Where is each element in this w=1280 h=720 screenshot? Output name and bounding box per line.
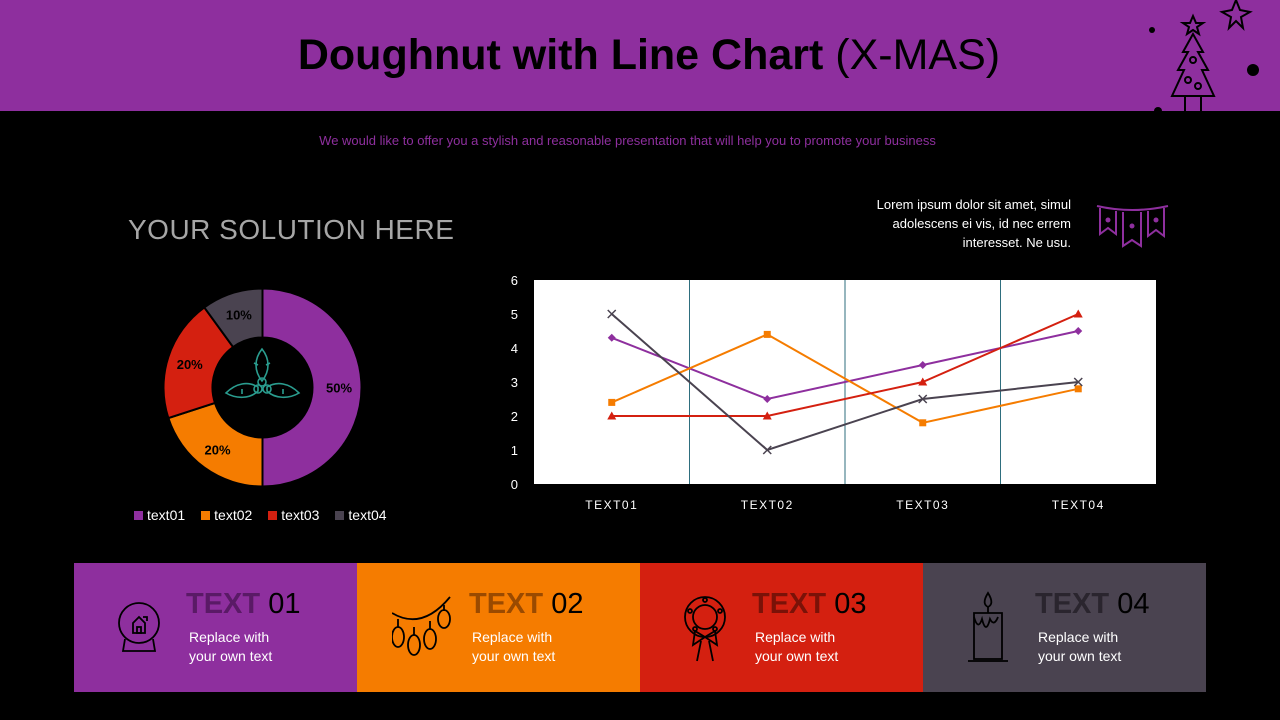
series-point [1073,309,1083,318]
series-point [919,419,927,427]
doughnut-chart: 50% 20% 20% 10% [162,287,363,488]
card-text-line2: your own text [472,648,556,664]
card-title: TEXT 04 [1035,587,1149,621]
legend-label: text01 [147,507,186,523]
series-point [1074,385,1082,393]
series-point [607,309,617,319]
title-light: (X-MAS) [835,31,1001,79]
page-title: Doughnut with Line Chart (X-MAS) [0,29,1280,81]
card-text: Replace with your own text [755,628,885,666]
series-point [608,398,616,406]
card-title-word: TEXT [469,588,544,620]
card-text-line2: your own text [189,648,273,664]
series-point [1073,377,1083,387]
doughnut-slice-text01 [261,287,363,488]
card-title: TEXT 01 [186,587,300,621]
legend-item-text01: text01 [134,507,185,523]
header-bar: Doughnut with Line Chart (X-MAS) [0,0,1280,111]
card-title-number: 01 [268,588,301,620]
card-title: TEXT 02 [469,587,583,621]
y-tick-label: 5 [511,307,518,322]
y-tick-label: 6 [511,273,518,288]
solution-title: YOUR SOLUTION HERE [128,214,455,245]
card-text-line2: your own text [1038,648,1122,664]
y-tick-label: 4 [511,341,518,356]
doughnut-slice-text03 [162,306,235,420]
card-text-line2: your own text [755,648,839,664]
card-row: TEXT 01 Replace with your own text TEXT 02 R… [74,563,1206,692]
card-text-line1: Replace with [472,629,553,645]
series-point [918,361,927,369]
card-title-number: 02 [551,588,584,620]
christmas-tree-icon [1149,0,1259,111]
series-point [607,333,616,342]
legend-swatch [335,510,345,520]
series-line-3 [611,313,1079,417]
bunting-icon [1096,205,1169,248]
x-tick-label: TEXT03 [896,498,949,512]
card-text-line1: Replace with [1038,629,1119,645]
series-point [762,445,772,455]
title-bold: Doughnut with Line Chart [297,31,824,79]
legend-label: text03 [281,507,320,523]
card-title-number: 04 [1117,588,1150,620]
card-text-line1: Replace with [189,629,270,645]
line-chart: 0 1 2 3 4 5 6 TEXT01 TEXT02 TEXT03 TEXT04 [511,273,1156,512]
card-title: TEXT 03 [752,587,866,621]
holly-icon [224,347,301,399]
series-point [918,394,928,404]
series-point [918,377,928,386]
series-line-2 [611,333,1079,424]
legend-item-text04: text04 [335,507,387,523]
x-tick-label: TEXT02 [741,498,794,512]
legend-swatch [201,510,211,520]
lorem-text: Lorem ipsum dolor sit amet, simul adoles… [876,197,1071,250]
card-3: TEXT 03 Replace with your own text [640,563,923,692]
legend-swatch [268,510,278,520]
subtitle: We would like to offer you a stylish and… [319,133,936,148]
legend-label: text04 [348,507,387,523]
legend-item-text02: text02 [201,507,252,523]
doughnut-label-text01: 50% [326,381,352,396]
x-tick-label: TEXT01 [585,498,638,512]
doughnut-label-text02: 20% [205,442,231,457]
doughnut-slice-text04 [202,287,264,349]
legend-label: text02 [214,507,253,523]
card-title-word: TEXT [752,588,827,620]
lights-string-icon [392,596,451,656]
doughnut-legend: text01 text02 text03 text04 [134,507,387,523]
card-title-word: TEXT [1035,588,1110,620]
y-tick-label: 3 [511,375,518,390]
series-point [763,395,772,403]
doughnut-slice-text02 [167,401,264,488]
legend-swatch [134,510,143,520]
series-point [607,411,617,420]
card-4: TEXT 04 Replace with your own text [923,563,1206,692]
y-tick-label: 1 [511,443,518,458]
snow-globe-icon [118,602,160,652]
y-tick-label: 2 [511,409,518,424]
card-text-line1: Replace with [755,629,836,645]
series-point [1074,327,1083,335]
card-text: Replace with your own text [1038,628,1168,666]
y-tick-label: 0 [511,477,518,492]
card-text: Replace with your own text [189,628,319,666]
card-2: TEXT 02 Replace with your own text [357,563,640,692]
candle-icon [968,591,1008,662]
doughnut-label-text03: 20% [177,357,203,372]
series-point [763,330,771,338]
wreath-icon [684,596,726,662]
card-1: TEXT 01 Replace with your own text [74,563,357,692]
series-point [762,411,772,420]
doughnut-label-text04: 10% [226,308,252,323]
legend-item-text03: text03 [268,507,319,523]
card-title-word: TEXT [186,588,261,620]
x-tick-label: TEXT04 [1052,498,1105,512]
card-title-number: 03 [834,588,867,620]
card-text: Replace with your own text [472,628,602,666]
series-line-4 [611,313,1079,452]
